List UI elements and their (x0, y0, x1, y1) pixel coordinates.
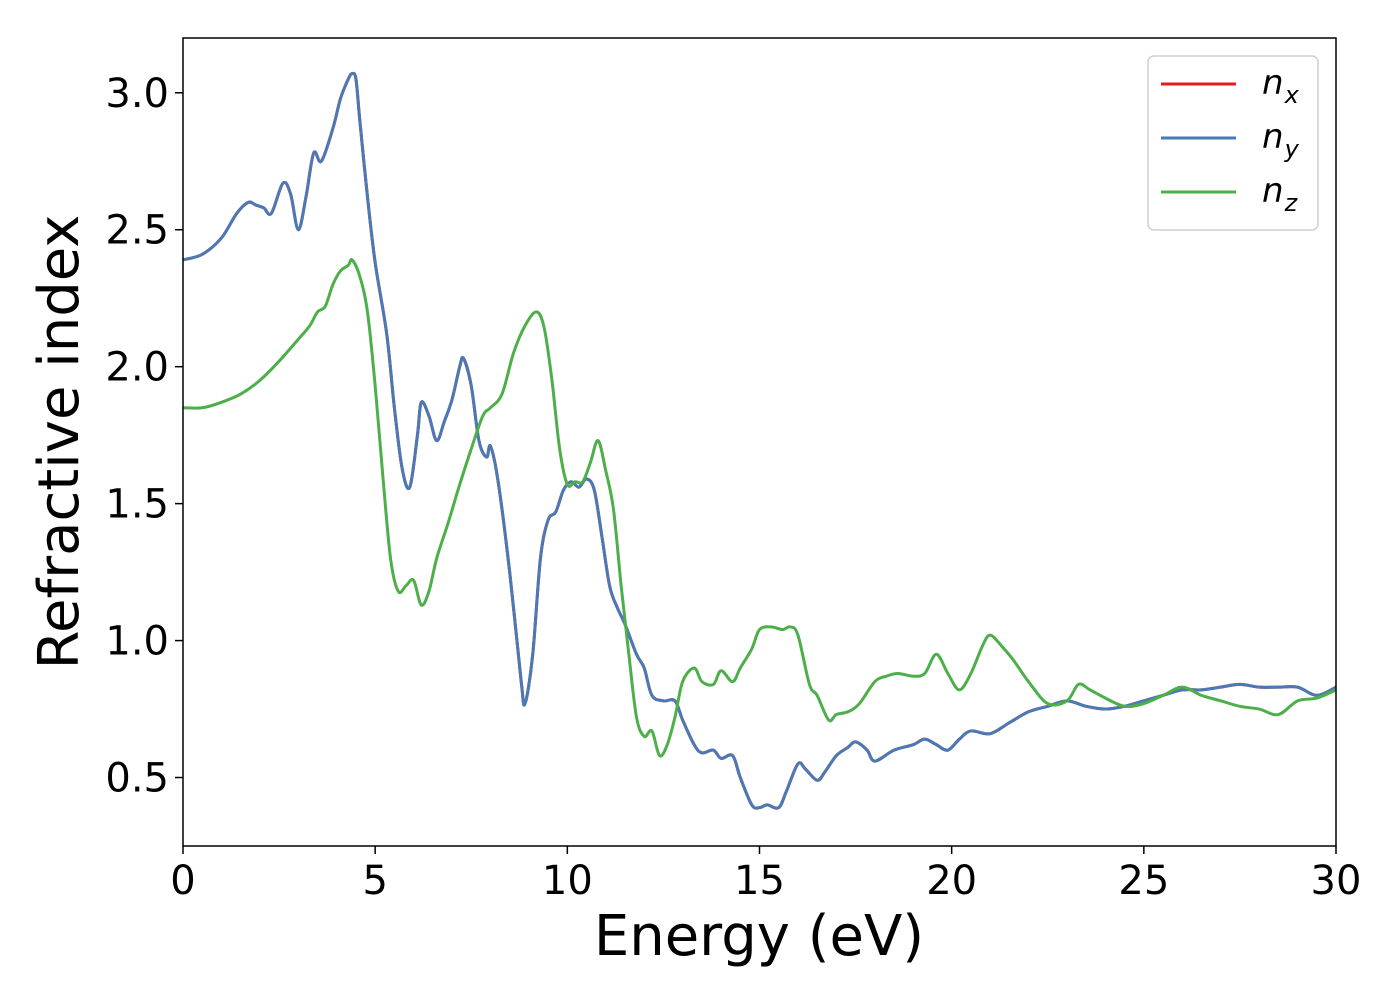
series-line-ny (183, 71, 1336, 810)
legend-box (1147, 55, 1319, 231)
x-axis-ticks: 0 5 10 15 20 25 30 (170, 846, 1361, 904)
y-tick-label: 3.0 (105, 71, 169, 117)
y-tick-label: 1.5 (105, 482, 169, 528)
plot-background (183, 38, 1336, 846)
series-line-nz (183, 257, 1336, 758)
y-tick-label: 0.5 (105, 756, 169, 802)
x-tick-label: 5 (362, 858, 387, 904)
x-tick-label: 20 (926, 858, 977, 904)
y-tick-label: 2.5 (105, 208, 169, 254)
y-axis-title: Refractive index (27, 215, 92, 670)
series-layer (183, 71, 1336, 810)
y-tick-label: 2.0 (105, 345, 169, 391)
x-axis-title: Energy (eV) (594, 904, 924, 969)
x-tick-label: 30 (1311, 858, 1362, 904)
x-tick-label: 10 (542, 858, 593, 904)
y-axis-ticks: 0.5 1.0 1.5 2.0 2.5 3.0 (105, 71, 183, 802)
y-tick-label: 1.0 (105, 619, 169, 665)
x-tick-label: 25 (1118, 858, 1169, 904)
x-tick-label: 15 (734, 858, 785, 904)
x-tick-label: 0 (170, 858, 195, 904)
